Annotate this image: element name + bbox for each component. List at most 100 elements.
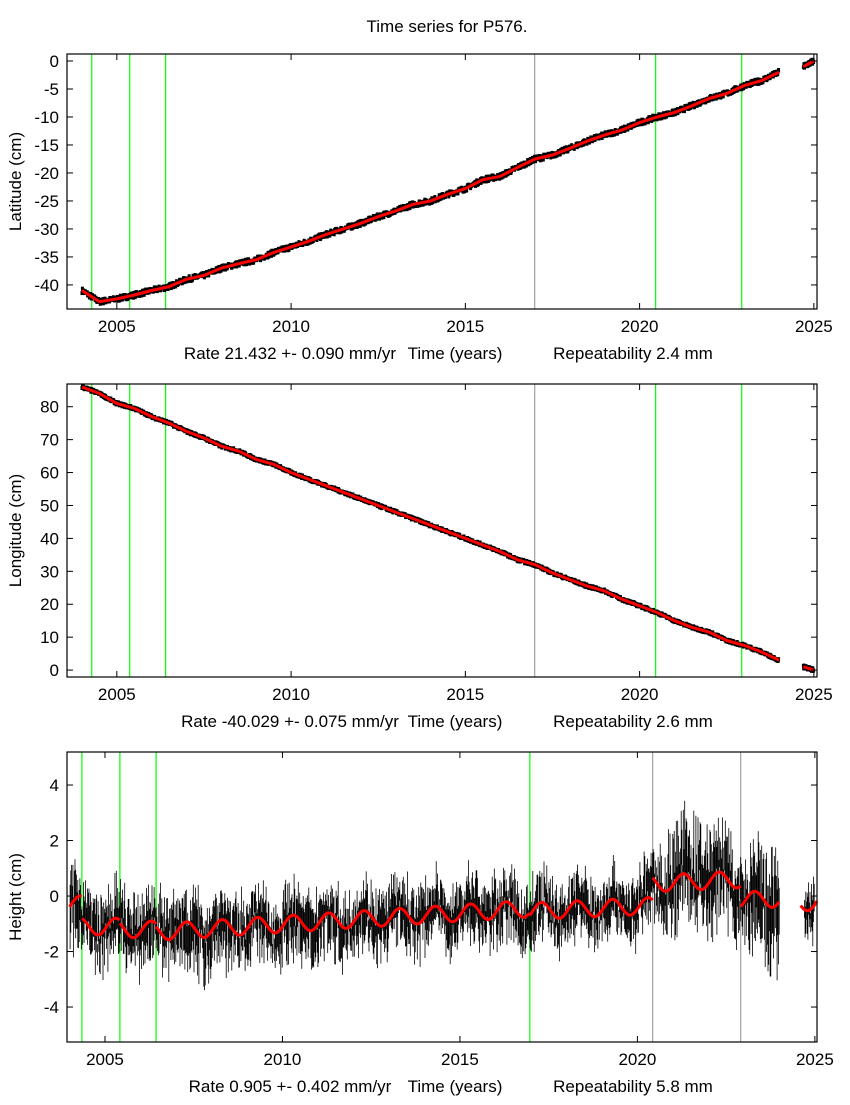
x-tick-label: 2005 [98,317,136,336]
observation-point [157,284,161,289]
observation-point [476,182,480,187]
observation-point [285,244,289,249]
observation-point [687,106,691,111]
observation-point [671,112,675,117]
observation-point [648,115,652,120]
observation-point [418,203,422,208]
observation-point [323,234,327,239]
y-tick-label: -10 [34,108,59,127]
observation-point [650,118,654,123]
observation-point [496,173,500,178]
y-tick-label: 0 [50,52,59,71]
observation-point [338,230,342,235]
repeatability-text: Repeatability 2.4 mm [553,344,713,363]
rate-text: Rate 21.432 +- 0.090 mm/yr [184,344,396,363]
observation-point [171,280,175,285]
y-tick-label: 30 [40,562,59,581]
x-tick-label: 2020 [618,1050,656,1069]
y-tick-label: 4 [50,776,59,795]
x-tick-label: 2010 [264,1050,302,1069]
figure-title: Time series for P576. [367,17,528,36]
observation-point [456,191,460,196]
panel-1 [66,53,818,310]
observation-point [761,80,765,85]
y-tick-label: -40 [34,276,59,295]
y-axis-label: Longitude (cm) [6,474,25,587]
observation-point [680,105,684,110]
observation-point [600,135,604,140]
observation-point [658,116,662,121]
y-tick-label: -25 [34,192,59,211]
repeatability-text: Repeatability 5.8 mm [553,1077,713,1096]
observation-point [558,152,562,157]
observation-point [283,248,287,253]
observation-point [121,297,125,302]
observation-point [187,274,191,279]
observation-point [676,111,680,116]
observation-point [431,200,435,205]
model-fit-line [81,385,815,672]
observation-point [707,98,711,103]
observation-point [452,192,456,197]
observation-point [355,224,359,229]
y-tick-label: 40 [40,529,59,548]
x-tick-label: 2020 [621,317,659,336]
x-axis-label: Time (years) [408,712,503,731]
rate-text: Rate -40.029 +- 0.075 mm/yr [181,712,399,731]
x-axis-label: Time (years) [408,1077,503,1096]
x-tick-label: 2005 [86,1050,124,1069]
y-tick-label: 10 [40,628,59,647]
x-tick-label: 2015 [446,685,484,704]
y-tick-label: 70 [40,431,59,450]
observation-point [131,295,135,300]
repeatability-text: Repeatability 2.6 mm [553,712,713,731]
y-tick-label: -30 [34,220,59,239]
observation-point [777,67,781,72]
observation-point [732,89,736,94]
observation-point [166,286,170,291]
observation-point [637,118,641,123]
observation-point [609,133,613,138]
y-axis-label: Latitude (cm) [6,132,25,231]
x-axis-label: Time (years) [408,344,503,363]
observation-point [475,178,479,183]
observation-point [479,180,483,185]
observation-point [134,294,138,299]
observation-point [504,173,508,178]
x-tick-label: 2020 [621,685,659,704]
observation-point [750,82,754,87]
observation-point [332,232,336,237]
observation-point [460,185,464,190]
y-tick-label: -4 [44,998,59,1017]
observation-point [325,234,329,239]
observation-point [726,89,730,94]
observation-point [564,145,568,150]
y-tick-label: 0 [50,887,59,906]
y-tick-label: 20 [40,595,59,614]
plot-frame [66,751,818,1043]
observation-point [721,94,725,99]
observation-point [646,120,650,125]
y-tick-label: -5 [44,80,59,99]
y-tick-label: 0 [50,661,59,680]
observation-point [259,258,263,263]
observation-point [585,141,589,146]
observation-point [237,263,241,268]
observation-point [691,100,695,105]
observation-point [235,264,239,269]
y-tick-label: 80 [40,398,59,417]
observation-point [246,257,250,262]
y-axis-label: Height (cm) [6,853,25,941]
observation-point [433,195,437,200]
observation-point [375,212,379,217]
plot-frame [66,53,818,310]
x-tick-label: 2005 [98,685,136,704]
observation-point [175,279,179,284]
y-tick-label: -35 [34,248,59,267]
y-tick-label: 50 [40,496,59,515]
observation-point [137,293,141,298]
model-fit-line [81,59,815,304]
observation-point [416,203,420,208]
